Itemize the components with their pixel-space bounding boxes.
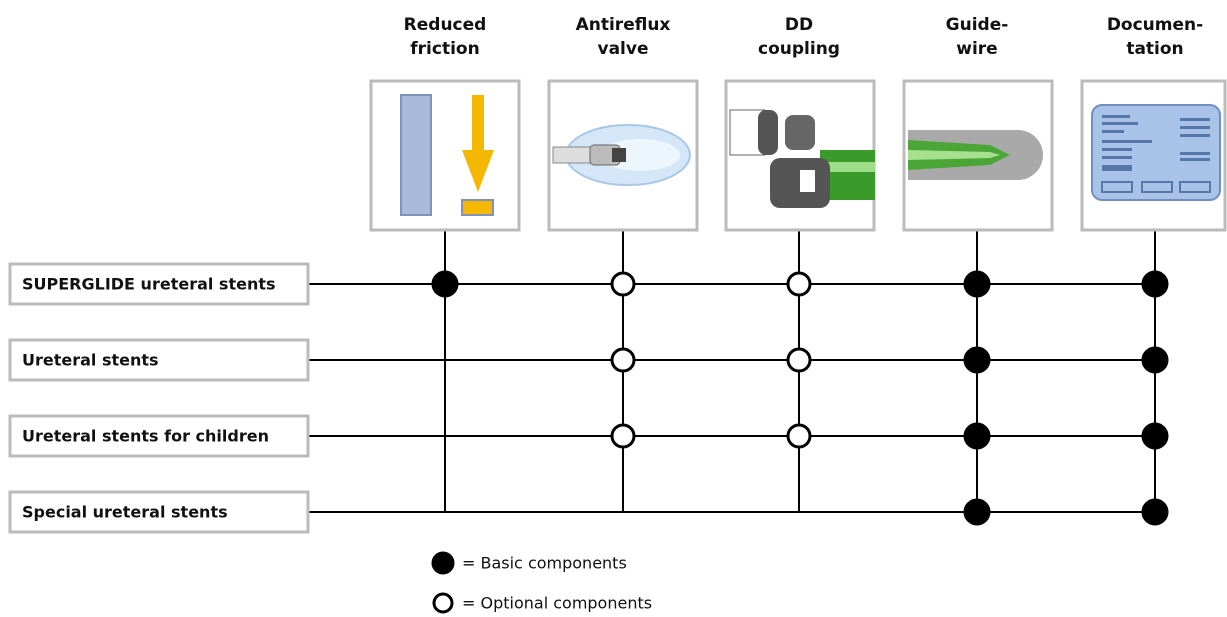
optional-dot bbox=[786, 271, 812, 297]
valve-icon bbox=[552, 124, 691, 186]
basic-dot bbox=[1141, 422, 1169, 450]
optional-dot bbox=[786, 423, 812, 449]
column-label: DD bbox=[785, 15, 813, 35]
basic-dot bbox=[963, 346, 991, 374]
basic-dot bbox=[963, 498, 991, 526]
friction-icon bbox=[400, 94, 494, 216]
icons bbox=[400, 94, 1221, 216]
row-box bbox=[8, 490, 310, 534]
grid-lines bbox=[308, 230, 1165, 513]
basic-dot bbox=[963, 422, 991, 450]
basic-dot bbox=[1141, 498, 1169, 526]
column-label: tation bbox=[1126, 39, 1183, 59]
basic-dot bbox=[1141, 346, 1169, 374]
row-label: Ureteral stents bbox=[22, 351, 159, 370]
column-label: friction bbox=[410, 39, 479, 59]
column-label: Antireflux bbox=[576, 15, 671, 35]
optional-dot bbox=[610, 347, 636, 373]
row-label: Special ureteral stents bbox=[22, 503, 228, 522]
row-label: SUPERGLIDE ureteral stents bbox=[22, 275, 276, 294]
row-box bbox=[8, 262, 310, 306]
guidewire-icon bbox=[908, 130, 1043, 180]
column-label: Guide- bbox=[946, 15, 1009, 35]
column-label: Reduced bbox=[404, 15, 487, 35]
optional-dot bbox=[610, 423, 636, 449]
coupling-icon bbox=[729, 109, 875, 208]
column-label: coupling bbox=[758, 39, 840, 59]
basic-dot bbox=[1141, 270, 1169, 298]
legend-symbol bbox=[432, 592, 454, 614]
row-label: Ureteral stents for children bbox=[22, 427, 269, 446]
documentation-icon bbox=[1091, 104, 1221, 201]
optional-dot bbox=[786, 347, 812, 373]
basic-dot bbox=[431, 270, 459, 298]
legend-text: = Optional components bbox=[462, 594, 652, 613]
icon-box bbox=[369, 79, 521, 232]
row-box bbox=[8, 414, 310, 458]
optional-dot bbox=[610, 271, 636, 297]
legend-text: = Basic components bbox=[462, 554, 627, 573]
column-label: valve bbox=[598, 39, 649, 59]
column-label: wire bbox=[956, 39, 997, 59]
content: Reduced friction Antireflux valve DD coupling… bbox=[8, 15, 1203, 614]
legend-symbol bbox=[431, 551, 455, 575]
column-label: Documen- bbox=[1107, 15, 1203, 35]
row-box bbox=[8, 338, 310, 382]
basic-dot bbox=[963, 270, 991, 298]
